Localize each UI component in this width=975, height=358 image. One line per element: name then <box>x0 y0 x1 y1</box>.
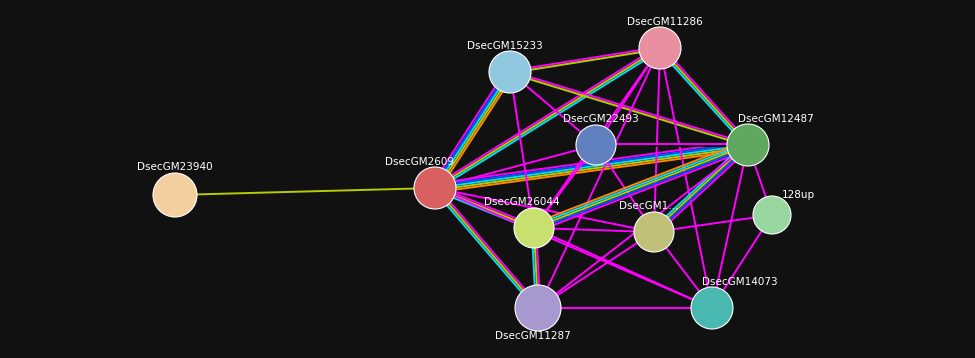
Text: DsecGM15233: DsecGM15233 <box>467 41 543 51</box>
Circle shape <box>414 167 456 209</box>
Circle shape <box>753 196 791 234</box>
Text: DsecGM22493: DsecGM22493 <box>564 114 639 124</box>
Circle shape <box>634 212 674 252</box>
Text: 128up: 128up <box>781 190 814 200</box>
Text: DsecGM1...: DsecGM1... <box>619 201 679 211</box>
Text: DsecGM12487: DsecGM12487 <box>738 114 814 124</box>
Text: DsecGM23940: DsecGM23940 <box>137 162 213 172</box>
Text: DsecGM26044: DsecGM26044 <box>485 197 560 207</box>
Circle shape <box>489 51 531 93</box>
Text: DsecGM11286: DsecGM11286 <box>627 17 703 27</box>
Circle shape <box>727 124 769 166</box>
Circle shape <box>153 173 197 217</box>
Circle shape <box>639 27 681 69</box>
Text: DsecGM2609: DsecGM2609 <box>385 157 454 167</box>
Circle shape <box>515 285 561 331</box>
Circle shape <box>514 208 554 248</box>
Circle shape <box>691 287 733 329</box>
Text: DsecGM14073: DsecGM14073 <box>702 277 778 287</box>
Text: DsecGM11287: DsecGM11287 <box>495 331 571 341</box>
Circle shape <box>576 125 616 165</box>
